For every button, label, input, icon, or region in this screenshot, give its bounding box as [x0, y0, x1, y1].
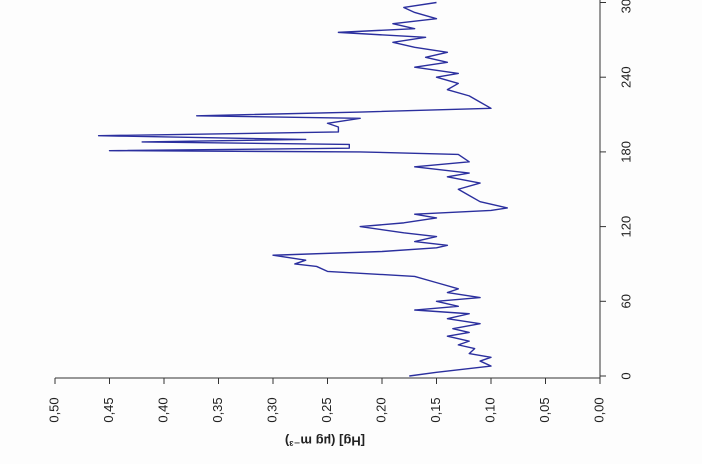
x-tick-label: 300: [618, 0, 633, 13]
y-tick-label: 0,10: [482, 397, 497, 422]
y-tick-label: 0,25: [319, 397, 334, 422]
y-tick-label: 0,30: [264, 397, 279, 422]
y-tick-label: 0,45: [101, 397, 116, 422]
y-tick-label: 0,35: [210, 397, 225, 422]
y-tick-label: 0,40: [155, 397, 170, 422]
x-tick-label: 180: [618, 141, 633, 163]
y-tick-label: 0,15: [428, 397, 443, 422]
x-tick-label: 240: [618, 66, 633, 88]
y-axis-title: [Hg] (µg m⁻³): [285, 434, 365, 449]
y-tick-label: 0,50: [46, 397, 61, 422]
y-tick-label: 0,05: [537, 397, 552, 422]
y-tick-label: 0,20: [373, 397, 388, 422]
y-tick-label: 0,00: [591, 397, 606, 422]
x-tick-label: 0: [618, 372, 633, 379]
x-tick-label: 60: [618, 294, 633, 308]
data-line: [97, 1, 509, 377]
x-tick-label: 120: [618, 216, 633, 238]
